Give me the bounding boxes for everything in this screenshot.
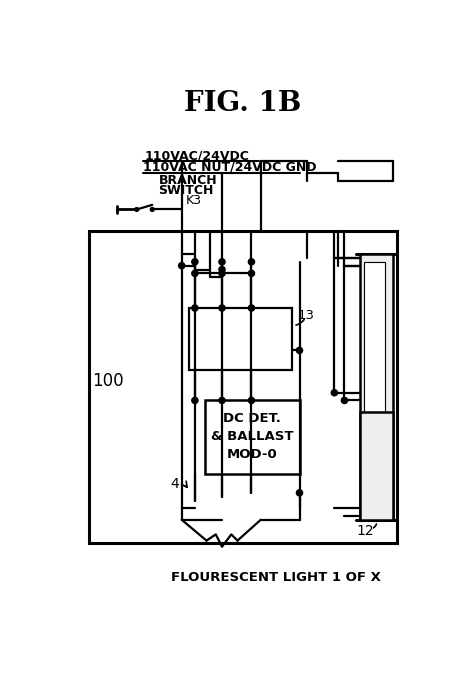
Circle shape bbox=[219, 266, 225, 272]
Circle shape bbox=[296, 490, 302, 496]
Circle shape bbox=[192, 398, 198, 404]
Circle shape bbox=[219, 305, 225, 311]
Circle shape bbox=[296, 347, 302, 353]
Text: 110VAC/24VDC: 110VAC/24VDC bbox=[145, 149, 249, 162]
Circle shape bbox=[192, 305, 198, 311]
Text: BRANCH: BRANCH bbox=[158, 175, 217, 187]
Circle shape bbox=[135, 208, 139, 212]
Circle shape bbox=[248, 305, 255, 311]
Bar bbox=[360, 254, 392, 520]
Circle shape bbox=[341, 398, 347, 404]
Circle shape bbox=[192, 259, 198, 265]
Circle shape bbox=[248, 270, 255, 276]
Text: 13: 13 bbox=[298, 309, 315, 322]
Text: DC DET.
& BALLAST
MOD-0: DC DET. & BALLAST MOD-0 bbox=[211, 412, 293, 461]
Circle shape bbox=[150, 208, 154, 212]
Circle shape bbox=[219, 259, 225, 265]
Circle shape bbox=[219, 270, 225, 276]
Text: 100: 100 bbox=[92, 372, 124, 390]
Circle shape bbox=[192, 270, 198, 276]
Text: 12: 12 bbox=[356, 524, 374, 539]
Text: FLOURESCENT LIGHT 1 OF X: FLOURESCENT LIGHT 1 OF X bbox=[171, 571, 381, 584]
Circle shape bbox=[331, 390, 337, 396]
Circle shape bbox=[179, 263, 185, 269]
Bar bbox=[205, 400, 300, 474]
Circle shape bbox=[219, 398, 225, 404]
Text: 110VAC NUT/24VDC GND: 110VAC NUT/24VDC GND bbox=[143, 160, 317, 174]
Bar bbox=[89, 231, 397, 543]
Bar bbox=[360, 412, 392, 520]
Circle shape bbox=[248, 398, 255, 404]
Bar bbox=[364, 262, 385, 412]
Text: K3: K3 bbox=[186, 195, 201, 208]
Bar bbox=[190, 308, 292, 369]
Text: SWITCH: SWITCH bbox=[158, 185, 214, 197]
Text: FIG. 1B: FIG. 1B bbox=[184, 90, 301, 117]
Text: 4: 4 bbox=[171, 477, 179, 491]
Circle shape bbox=[248, 259, 255, 265]
